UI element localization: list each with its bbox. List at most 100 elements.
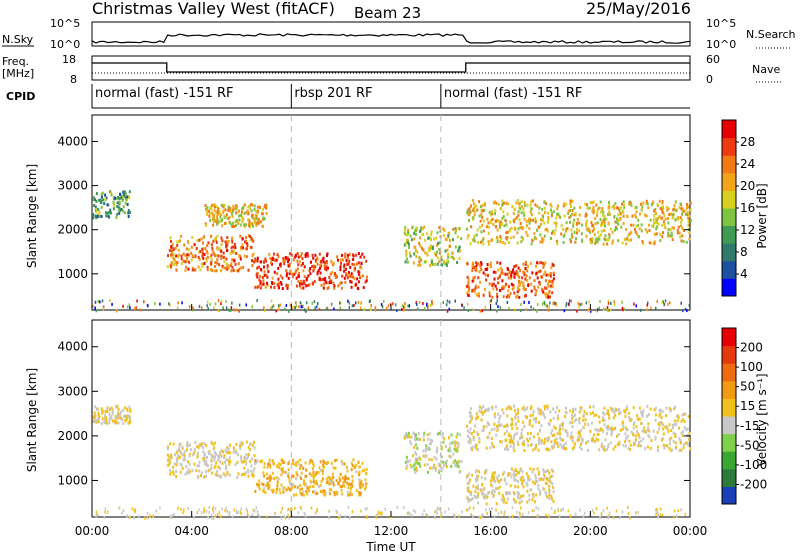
heatmap-cell	[330, 461, 333, 465]
heatmap-cell	[502, 215, 505, 219]
heatmap-cell	[468, 431, 471, 435]
heatmap-cell	[322, 277, 325, 281]
heatmap-cell	[263, 260, 265, 264]
heatmap-cell	[681, 212, 683, 216]
heatmap-cell	[484, 273, 487, 277]
heatmap-cell	[247, 211, 250, 215]
heatmap-cell	[497, 512, 500, 516]
heatmap-cell	[488, 294, 491, 298]
heatmap-cell	[664, 444, 667, 447]
heatmap-cell	[606, 447, 609, 451]
heatmap-cell	[475, 479, 478, 483]
heatmap-cell	[187, 468, 190, 472]
heatmap-cell	[100, 192, 103, 196]
heatmap-cell	[121, 511, 123, 515]
heatmap-cell	[304, 255, 307, 258]
heatmap-cell	[603, 214, 606, 218]
heatmap-cell	[488, 407, 491, 411]
heatmap-cell	[570, 299, 573, 303]
heatmap-cell	[503, 425, 506, 429]
heatmap-cell	[591, 237, 594, 241]
heatmap-cell	[233, 259, 236, 263]
heatmap-cell	[595, 507, 598, 511]
heatmap-cell	[658, 427, 660, 431]
heatmap-cell	[229, 308, 232, 312]
heatmap-cell	[607, 238, 610, 242]
heatmap-cell	[243, 254, 246, 258]
heatmap-cell	[537, 411, 540, 415]
heatmap-cell	[321, 469, 324, 473]
heatmap-cell	[484, 496, 487, 500]
heatmap-cell	[587, 440, 589, 443]
heatmap-cell	[526, 203, 529, 207]
heatmap-cell	[251, 513, 253, 517]
heatmap-cell	[562, 204, 565, 208]
heatmap-cell	[592, 209, 595, 213]
heatmap-cell	[659, 412, 662, 416]
heatmap-cell	[306, 492, 309, 496]
heatmap-cell	[634, 434, 637, 438]
heatmap-cell	[485, 267, 488, 271]
heatmap-cell	[168, 462, 171, 466]
heatmap-cell	[518, 496, 521, 500]
heatmap-cell	[217, 454, 220, 458]
heatmap-cell	[415, 466, 418, 470]
heatmap-cell	[375, 515, 377, 519]
heatmap-cell	[423, 431, 426, 435]
colorbar-swatch	[722, 380, 736, 399]
heatmap-cell	[170, 262, 173, 266]
heatmap-cell	[471, 279, 474, 283]
heatmap-cell	[530, 488, 533, 492]
heatmap-cell	[641, 240, 644, 243]
heatmap-cell	[315, 491, 318, 495]
heatmap-cell	[410, 465, 413, 469]
heatmap-cell	[569, 409, 572, 413]
heatmap-cell	[260, 268, 262, 271]
heatmap-cell	[220, 449, 223, 453]
heatmap-cell	[511, 205, 514, 208]
heatmap-cell	[494, 219, 497, 223]
heatmap-cell	[215, 269, 218, 273]
heatmap-cell	[622, 214, 625, 218]
heatmap-cell	[515, 478, 518, 482]
heatmap-cell	[207, 469, 210, 473]
heatmap-cell	[317, 268, 320, 272]
heatmap-cell	[560, 232, 563, 236]
heatmap-cell	[186, 471, 189, 475]
heatmap-cell	[334, 459, 337, 463]
heatmap-cell	[237, 262, 240, 266]
heatmap-cell	[509, 472, 512, 476]
heatmap-cell	[214, 219, 217, 223]
heatmap-cell	[560, 224, 563, 228]
heatmap-cell	[263, 309, 266, 313]
heatmap-cell	[96, 215, 99, 219]
heatmap-cell	[305, 301, 308, 305]
heatmap-cell	[228, 456, 231, 460]
heatmap-cell	[447, 252, 450, 256]
heatmap-cell	[355, 253, 358, 257]
heatmap-cell	[503, 224, 506, 228]
heatmap-cell	[229, 252, 232, 256]
heatmap-cell	[326, 461, 329, 464]
heatmap-cell	[477, 484, 479, 488]
heatmap-cell	[639, 202, 642, 206]
heatmap-cell	[450, 455, 453, 459]
heatmap-cell	[278, 307, 280, 311]
heatmap-cell	[285, 274, 288, 278]
heatmap-cell	[688, 231, 691, 235]
heatmap-cell	[263, 306, 265, 310]
heatmap-cell	[129, 419, 131, 423]
heatmap-cell	[589, 230, 591, 234]
heatmap-cell	[612, 427, 614, 431]
heatmap-cell	[485, 408, 488, 412]
heatmap-cell	[155, 509, 157, 513]
heatmap-cell	[573, 213, 576, 217]
heatmap-cell	[316, 305, 318, 309]
heatmap-cell	[255, 461, 257, 465]
heatmap-cell	[347, 477, 350, 481]
heatmap-cell	[482, 293, 485, 297]
heatmap-cell	[333, 284, 336, 288]
heatmap-cell	[279, 262, 282, 266]
heatmap-cell	[360, 481, 362, 485]
heatmap-cell	[488, 210, 491, 214]
